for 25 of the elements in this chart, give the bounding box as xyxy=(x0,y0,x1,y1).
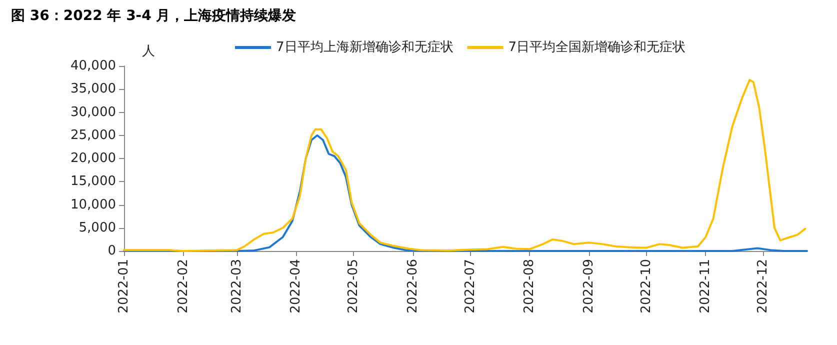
y-tick-label: 5,000 xyxy=(78,220,116,236)
legend-label: 7日平均全国新增确诊和无症状 xyxy=(508,40,686,55)
y-tick-label: 35,000 xyxy=(70,82,116,97)
x-tick-label: 2022-08 xyxy=(522,259,538,314)
x-tick-label: 2022-01 xyxy=(116,259,132,314)
x-tick-label: 2022-03 xyxy=(229,259,244,314)
x-tick-label: 2022-11 xyxy=(698,259,714,314)
y-tick-label: 0 xyxy=(108,244,116,258)
x-tick-label: 2022-02 xyxy=(176,259,191,314)
legend-label: 7日平均上海新增确诊和无症状 xyxy=(276,40,454,55)
y-tick-label: 25,000 xyxy=(70,128,116,143)
x-tick-label: 2022-05 xyxy=(346,259,362,314)
chart-title: 图 36：2022 年 3-4 月，上海疫情持续爆发 xyxy=(11,7,296,24)
x-tick-label: 2022-12 xyxy=(755,259,770,314)
y-tick-label: 30,000 xyxy=(70,104,116,120)
y-tick-label: 10,000 xyxy=(70,197,116,212)
x-tick-label: 2022-09 xyxy=(581,259,596,314)
x-tick-label: 2022-06 xyxy=(405,259,420,314)
x-tick-label: 2022-10 xyxy=(638,259,654,314)
y-tick-label: 20,000 xyxy=(70,151,116,166)
y-axis-title: 人 xyxy=(142,44,155,59)
x-tick-label: 2022-04 xyxy=(288,259,304,314)
y-tick-label: 15,000 xyxy=(70,174,116,190)
x-tick-label: 2022-07 xyxy=(462,259,478,314)
y-tick-label: 40,000 xyxy=(70,58,116,74)
